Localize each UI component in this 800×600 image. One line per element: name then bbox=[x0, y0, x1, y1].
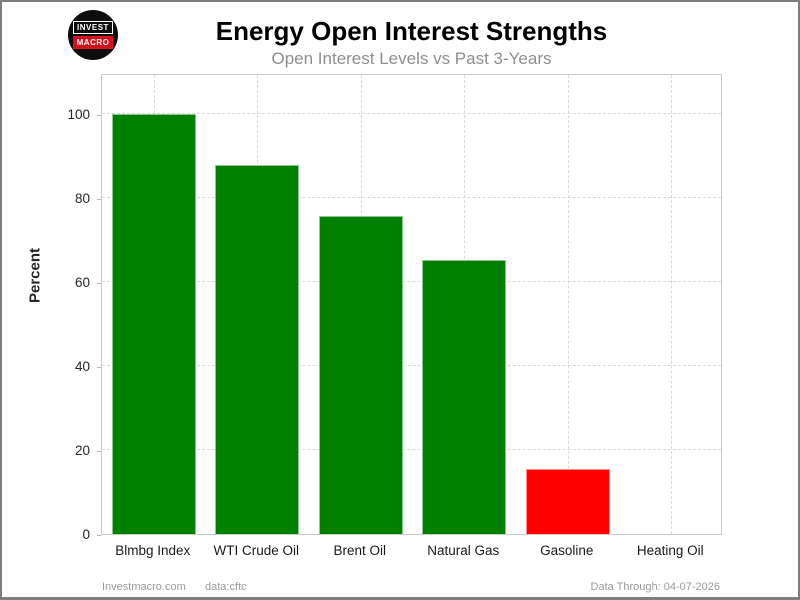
horizontal-gridline bbox=[102, 281, 721, 283]
y-tick-label: 0 bbox=[82, 527, 90, 542]
x-tick-label: Blmbg Index bbox=[115, 543, 191, 558]
y-tick-mark bbox=[97, 199, 101, 201]
y-tick-label: 80 bbox=[74, 191, 90, 207]
logo-text-invest: INVEST bbox=[73, 21, 113, 34]
investmacro-logo-icon: INVEST MACRO bbox=[68, 10, 118, 60]
chart-subtitle: Open Interest Levels vs Past 3-Years bbox=[271, 49, 552, 68]
footer-data-through: Data Through: 04-07-2026 bbox=[590, 581, 720, 593]
x-tick-label: Natural Gas bbox=[427, 543, 500, 558]
bar-brent-oil bbox=[318, 216, 403, 534]
x-tick-label: Heating Oil bbox=[636, 543, 704, 558]
bar-natural-gas bbox=[422, 259, 507, 534]
y-tick-label: 40 bbox=[74, 359, 90, 375]
vertical-gridline bbox=[671, 75, 673, 534]
y-tick-mark bbox=[97, 115, 101, 117]
y-tick-mark bbox=[97, 535, 101, 536]
y-tick-label: 60 bbox=[74, 275, 90, 291]
footer-site-link[interactable]: Investmacro.com bbox=[102, 581, 186, 593]
horizontal-gridline bbox=[102, 449, 721, 451]
y-tick-mark bbox=[97, 283, 101, 285]
x-tick-label: Brent Oil bbox=[333, 543, 387, 558]
x-tick-label: Gasoline bbox=[540, 543, 594, 558]
horizontal-gridline bbox=[102, 365, 721, 367]
logo-text-macro: MACRO bbox=[72, 36, 114, 49]
horizontal-gridline bbox=[102, 113, 721, 115]
bar-wti-crude-oil bbox=[215, 164, 300, 534]
y-tick-label: 100 bbox=[67, 107, 90, 123]
y-tick-mark bbox=[97, 367, 101, 369]
header: Energy Open Interest Strengths Open Inte… bbox=[101, 16, 722, 70]
horizontal-gridline bbox=[102, 197, 721, 199]
y-tick-label: 20 bbox=[74, 443, 90, 459]
plot-area bbox=[101, 74, 722, 535]
y-tick-mark bbox=[97, 451, 101, 453]
bar-gasoline bbox=[525, 468, 610, 534]
x-tick-label: WTI Crude Oil bbox=[213, 543, 299, 558]
footer-data-source: data:cftc bbox=[205, 581, 247, 593]
chart-title: Energy Open Interest Strengths bbox=[215, 16, 608, 46]
bar-blmbg-index bbox=[111, 114, 196, 534]
vertical-gridline bbox=[567, 75, 569, 534]
